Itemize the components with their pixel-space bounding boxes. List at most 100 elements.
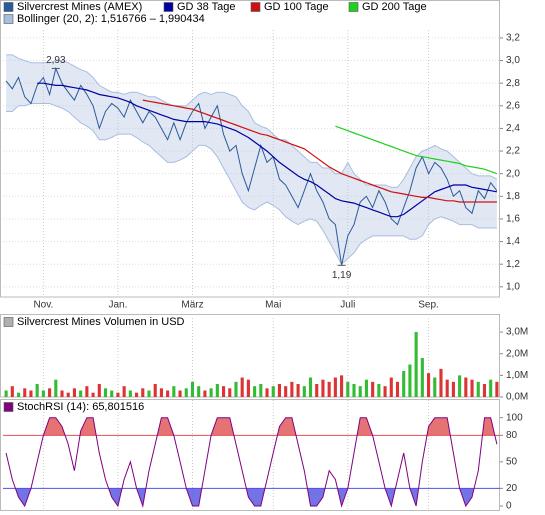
series-line (142, 99, 497, 203)
x-tick-label: Jan. (108, 300, 127, 311)
y-tick-label: 50 (506, 456, 518, 467)
volume-bar (371, 381, 375, 397)
volume-bar (60, 390, 64, 397)
volume-bar (470, 379, 474, 397)
x-tick-label: Juli (340, 300, 355, 311)
bollinger-lower (6, 103, 497, 265)
legend-swatch (163, 2, 174, 12)
legend-label: Silvercrest Mines (AMEX) (17, 1, 142, 13)
volume-bar (296, 384, 300, 397)
legend-swatch (3, 317, 14, 327)
volume-bar (203, 390, 207, 397)
overbought-fill (6, 417, 497, 436)
volume-bar (284, 386, 288, 397)
y-tick-label: 0,0M (506, 392, 528, 403)
volume-bar (54, 379, 58, 397)
x-tick-label: Nov. (33, 300, 53, 311)
volume-bar (333, 377, 337, 397)
volume-bar (116, 392, 120, 397)
volume-bar (48, 388, 52, 397)
volume-bar (4, 390, 8, 397)
legend-label: Bollinger (20, 2): 1,516766 – 1,990434 (17, 13, 205, 25)
volume-bar (321, 379, 325, 397)
y-tick-label: 1,0 (506, 281, 520, 292)
volume-bar (190, 381, 195, 397)
volume-bar (352, 384, 356, 397)
volume-bar (265, 388, 269, 397)
price-frame (0, 0, 500, 298)
volume-bar (489, 379, 493, 397)
volume-bar (482, 384, 487, 397)
volume-bar (364, 379, 368, 397)
volume-bar (16, 392, 21, 397)
series-line (335, 125, 498, 175)
annotation: 1,19 (332, 270, 352, 281)
y-tick-label: 80 (506, 430, 518, 441)
y-tick-label: 3,0M (506, 327, 528, 338)
stochrsi-line (5, 417, 498, 508)
volume-bar (346, 381, 350, 397)
volume-bar (91, 392, 95, 397)
annotation: 2,93 (46, 55, 66, 66)
stoch-frame (0, 399, 500, 511)
volume-bar (402, 371, 406, 397)
volume-bar (166, 390, 170, 397)
volume-bar (147, 390, 151, 397)
volume-bar (66, 392, 70, 397)
volume-bar (308, 377, 313, 397)
y-tick-label: 0 (506, 501, 512, 512)
volume-frame (0, 314, 500, 398)
volume-bar (383, 386, 387, 397)
series-line (5, 66, 498, 266)
y-tick-label: 2,8 (506, 78, 520, 89)
legend-label: GD 38 Tage (177, 1, 236, 13)
volume-bar (122, 386, 126, 397)
volume-bar (358, 386, 362, 397)
volume-bar (495, 381, 499, 397)
volume-bar (240, 377, 244, 397)
legend-swatch (3, 2, 14, 12)
volume-bar (395, 381, 400, 397)
y-tick-label: 2,4 (506, 123, 520, 134)
volume-bar (85, 386, 89, 397)
volume-bar (135, 392, 139, 397)
bollinger-upper (6, 54, 498, 188)
y-tick-label: 1,4 (506, 236, 520, 247)
y-tick-label: 1,8 (506, 191, 520, 202)
volume-bar (128, 390, 132, 397)
oversold-fill (15, 488, 475, 506)
bollinger-band (6, 54, 497, 265)
volume-bar (209, 388, 213, 397)
volume-bar (259, 384, 263, 397)
legend-swatch (348, 2, 359, 12)
y-tick-label: 1,6 (506, 214, 520, 225)
volume-bar (439, 368, 443, 397)
volume-bar (159, 388, 163, 397)
volume-bar (79, 390, 83, 397)
volume-bar (103, 388, 108, 397)
legend-swatch (250, 2, 261, 12)
volume-bar (72, 388, 76, 397)
volume-bar (234, 381, 238, 397)
legend-swatch (3, 402, 14, 412)
volume-bar (41, 390, 45, 397)
volume-bar (315, 384, 319, 397)
volume-bar (29, 390, 33, 397)
volume-bar (97, 384, 101, 397)
volume-bar (197, 386, 201, 397)
y-tick-label: 2,2 (506, 146, 520, 157)
volume-bar (35, 384, 39, 397)
volume-bar (228, 388, 232, 397)
volume-bar (110, 390, 114, 397)
volume-bar (464, 377, 468, 397)
y-tick-label: 100 (506, 412, 523, 423)
volume-bar (414, 332, 418, 397)
volume-bar (451, 381, 455, 397)
volume-bar (433, 377, 437, 397)
series-line (37, 82, 498, 218)
volume-bar (253, 386, 257, 397)
volume-bar (476, 381, 480, 397)
volume-bar (184, 388, 188, 397)
volume-bar (420, 358, 424, 397)
volume-bar (23, 388, 27, 397)
